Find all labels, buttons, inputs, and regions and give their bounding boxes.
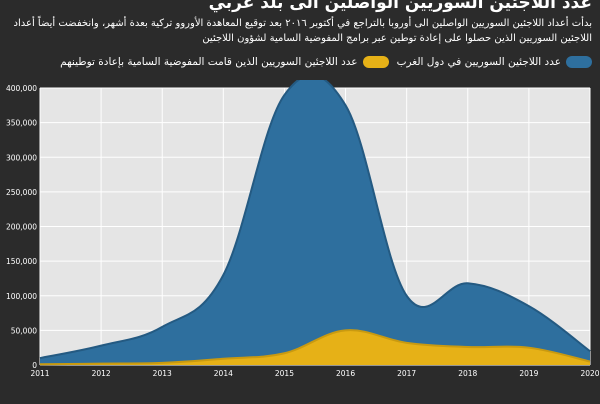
chart-title: عدد اللاجئين السوريين الواصلين الى بلد غ… <box>208 0 592 13</box>
series-area-west[interactable] <box>40 74 590 365</box>
x-tick-label: 2011 <box>30 369 49 378</box>
legend-item-west[interactable]: عدد اللاجئين السوريين في دول الغرب <box>397 56 592 68</box>
x-tick-label: 2017 <box>397 369 416 378</box>
series-area-resettled[interactable] <box>40 330 590 365</box>
legend-swatch-resettled <box>362 56 389 68</box>
x-tick-label: 2014 <box>214 369 233 378</box>
y-tick-label: 150,000 <box>6 257 37 266</box>
x-axis: 2011 2012 2013 2014 2015 2016 2017 2018 2019 2020 <box>30 369 599 378</box>
x-tick-label: 2019 <box>519 369 538 378</box>
x-tick-label: 2020 <box>580 369 599 378</box>
legend-item-resettled[interactable]: عدد اللاجئين السوريين الذين قامت المفوضي… <box>60 56 389 68</box>
y-tick-label: 100,000 <box>6 292 37 301</box>
series-line-resettled <box>39 329 591 366</box>
y-tick-label: 300,000 <box>6 153 37 162</box>
x-tick-label: 2016 <box>336 369 355 378</box>
series-layer <box>39 73 591 366</box>
series-line-west <box>39 73 591 360</box>
chart-area: 0 50,000 100,000 150,000 200,000 250,000 300,0… <box>0 73 600 400</box>
chart-legend: عدد اللاجئين السوريين في دول الغرب عدد ا… <box>8 52 592 72</box>
x-tick-label: 2015 <box>275 369 294 378</box>
y-tick-label: 200,000 <box>6 223 37 232</box>
x-tick-label: 2018 <box>458 369 477 378</box>
x-tick-label: 2013 <box>153 369 172 378</box>
x-tick-label: 2012 <box>92 369 111 378</box>
y-tick-label: 250,000 <box>6 188 37 197</box>
legend-label-resettled: عدد اللاجئين السوريين الذين قامت المفوضي… <box>60 56 358 68</box>
y-tick-label: 400,000 <box>6 84 37 93</box>
y-tick-label: 0 <box>32 361 37 370</box>
chart-subtitle: بدأت أعداد اللاجئين السوريين الواصلين ال… <box>13 18 593 44</box>
chart-header: عدد اللاجئين السوريين الواصلين الى بلد غ… <box>0 0 600 88</box>
legend-swatch-west <box>566 56 592 68</box>
y-tick-label: 50,000 <box>11 326 37 335</box>
y-tick-label: 350,000 <box>6 119 37 128</box>
area-chart: 0 50,000 100,000 150,000 200,000 250,000 300,0… <box>6 73 600 378</box>
legend-label-west: عدد اللاجئين السوريين في دول الغرب <box>396 56 561 68</box>
y-axis: 0 50,000 100,000 150,000 200,000 250,000 300,0… <box>6 84 37 370</box>
